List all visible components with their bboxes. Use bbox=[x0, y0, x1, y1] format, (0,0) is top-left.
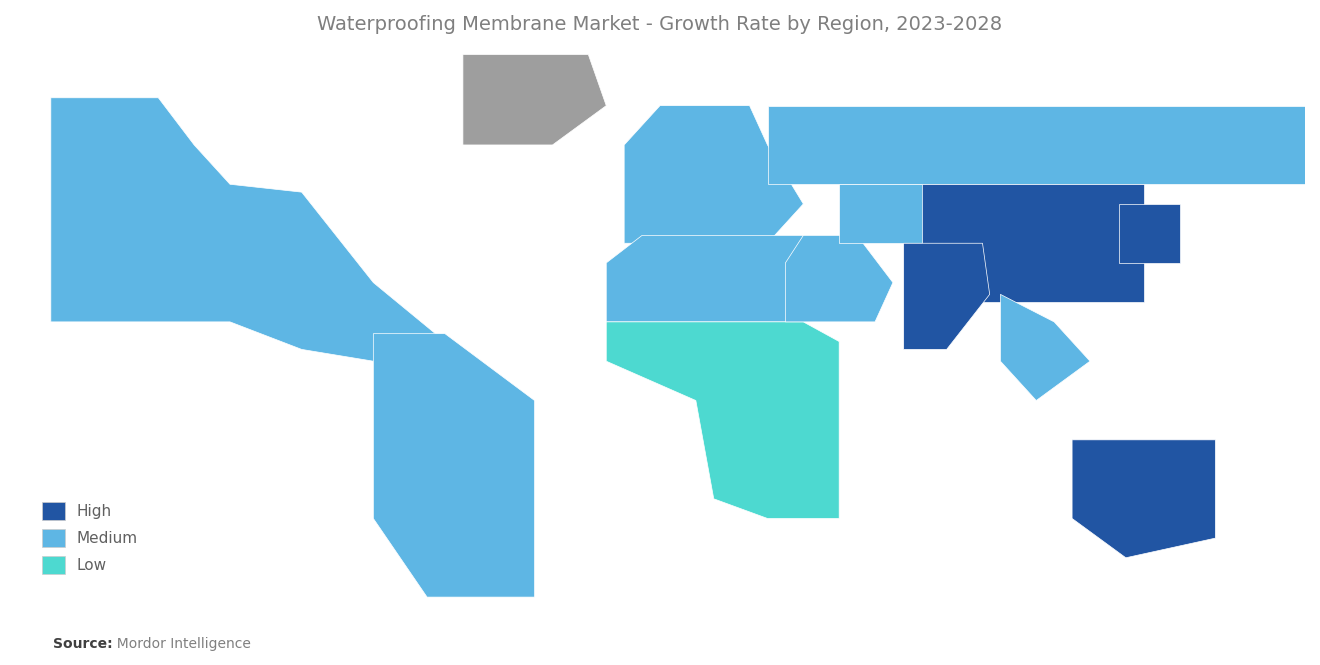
Polygon shape bbox=[463, 55, 606, 145]
Polygon shape bbox=[785, 235, 892, 322]
Polygon shape bbox=[1118, 204, 1180, 263]
Polygon shape bbox=[374, 334, 535, 597]
Polygon shape bbox=[904, 243, 990, 349]
Legend: High, Medium, Low: High, Medium, Low bbox=[36, 495, 144, 581]
Title: Waterproofing Membrane Market - Growth Rate by Region, 2023-2028: Waterproofing Membrane Market - Growth R… bbox=[317, 15, 1003, 34]
Polygon shape bbox=[606, 235, 804, 322]
Polygon shape bbox=[624, 106, 804, 243]
Polygon shape bbox=[51, 98, 445, 361]
Text: Source:: Source: bbox=[53, 637, 112, 652]
Text: Mordor Intelligence: Mordor Intelligence bbox=[108, 637, 251, 652]
Polygon shape bbox=[606, 322, 840, 519]
Polygon shape bbox=[1001, 295, 1090, 400]
Polygon shape bbox=[921, 184, 1143, 302]
Polygon shape bbox=[767, 106, 1305, 184]
Polygon shape bbox=[1072, 440, 1216, 558]
Polygon shape bbox=[840, 184, 946, 243]
